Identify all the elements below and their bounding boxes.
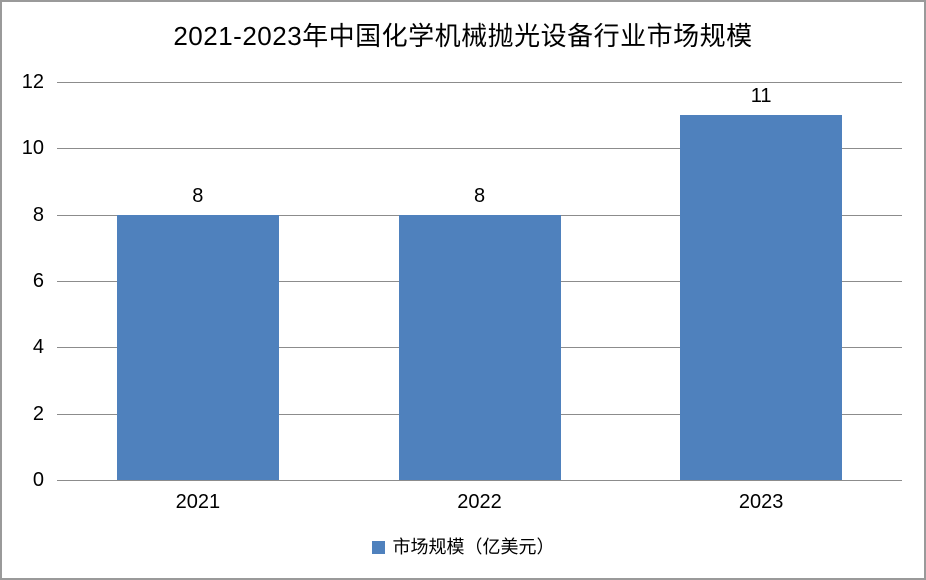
bar-value-label: 8	[473, 184, 486, 207]
x-tick-label: 2023	[738, 491, 784, 513]
y-tick-label: 6	[32, 270, 44, 292]
bar-2023	[680, 115, 843, 480]
chart-title: 2021-2023年中国化学机械抛光设备行业市场规模	[173, 21, 753, 51]
y-tick-label: 12	[21, 71, 44, 93]
bar-2022	[398, 214, 561, 480]
legend-marker-icon	[371, 540, 385, 554]
plot-area: 8 8 11	[57, 82, 902, 481]
x-tick-label: 2022	[457, 491, 502, 513]
gridline	[57, 148, 902, 150]
y-tick-label: 10	[21, 137, 44, 160]
x-axis-labels: 2021 2022 2023	[57, 488, 902, 514]
y-tick-label: 2	[32, 402, 44, 425]
bar-value-label: 11	[750, 85, 772, 108]
y-tick-label: 4	[32, 336, 44, 359]
x-tick-label: 2021	[175, 491, 221, 513]
gridline	[57, 480, 902, 481]
y-tick-label: 8	[32, 203, 44, 226]
legend-label: 市场规模（亿美元）	[392, 537, 555, 557]
legend: 市场规模（亿美元）	[2, 537, 924, 557]
bar-value-label: 8	[192, 184, 204, 207]
y-tick-label: 0	[32, 469, 44, 491]
bar-2021	[116, 214, 279, 480]
y-axis-labels: 0 2 4 6 8 10 12	[2, 72, 44, 490]
gridline	[57, 82, 902, 83]
